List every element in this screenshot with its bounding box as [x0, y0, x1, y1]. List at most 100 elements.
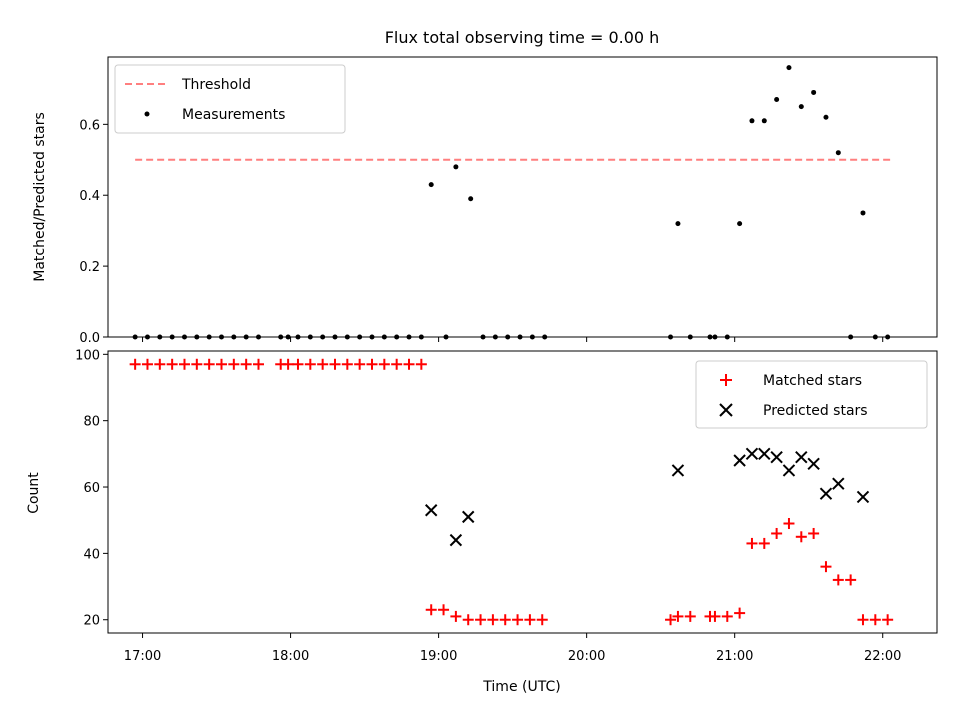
legend-matched-swatch — [720, 374, 732, 386]
count-panel: 20 40 60 80 100 17:00 18:00 19:00 20:00 21:00 22:… — [26, 348, 938, 695]
measurement-point — [181, 334, 187, 340]
matched-star-marker — [709, 610, 721, 622]
predicted-star-marker — [671, 464, 685, 477]
predicted-star-marker — [425, 504, 438, 517]
measurement-point — [675, 221, 681, 227]
matched-star-marker — [154, 358, 166, 370]
predicted-marker-stroke — [832, 477, 845, 490]
measurement-point — [835, 150, 841, 156]
matched-star-marker — [403, 358, 415, 370]
count-y-axis: 20 40 60 80 100 — [75, 348, 108, 629]
matched-star-marker — [832, 574, 844, 586]
measurement-point — [443, 334, 449, 340]
matched-star-marker — [178, 358, 190, 370]
ratio-y-tick-label: 0.6 — [79, 118, 100, 133]
count-x-tick-label: 22:00 — [864, 649, 901, 664]
measurement-point — [848, 334, 854, 340]
count-x-tick-label: 17:00 — [124, 649, 161, 664]
matched-star-marker — [253, 358, 265, 370]
measurement-point — [256, 334, 262, 340]
ratio-x-ticks — [142, 337, 884, 342]
matched-star-marker — [462, 614, 474, 626]
predicted-star-markers — [425, 447, 870, 547]
predicted-marker-stroke — [807, 457, 820, 471]
measurement-point — [505, 334, 511, 340]
measurement-point — [381, 334, 387, 340]
measurement-point — [144, 334, 150, 340]
legend-predicted-swatch — [719, 403, 733, 417]
count-x-tick-label: 19:00 — [420, 649, 457, 664]
count-x-tick-label: 21:00 — [716, 649, 753, 664]
count-x-tick-label: 20:00 — [568, 649, 605, 664]
matched-star-marker — [882, 614, 894, 626]
count-legend-box — [695, 360, 928, 429]
measurement-point — [132, 334, 138, 340]
measurement-point — [428, 182, 434, 188]
predicted-marker-stroke — [745, 447, 759, 461]
measurement-point — [687, 334, 693, 340]
matched-star-marker — [438, 604, 450, 616]
matched-star-marker — [721, 610, 733, 622]
predicted-star-marker — [819, 487, 833, 500]
matched-star-marker — [746, 537, 758, 549]
measurement-point — [285, 334, 291, 340]
predicted-marker-stroke — [733, 454, 746, 467]
matched-star-marker — [845, 574, 857, 586]
matched-star-marker — [524, 614, 536, 626]
legend-threshold-label: Threshold — [181, 77, 251, 93]
legend-measurements-label: Measurements — [182, 107, 285, 123]
predicted-star-marker — [832, 477, 845, 490]
predicted-marker-stroke — [782, 464, 796, 477]
matched-star-marker — [366, 358, 378, 370]
measurement-point — [206, 334, 212, 340]
matched-star-marker — [415, 358, 427, 370]
matched-star-marker — [857, 614, 869, 626]
measurement-point — [344, 334, 350, 340]
predicted-marker-stroke — [449, 533, 463, 547]
figure-title: Flux total observing time = 0.00 h — [385, 28, 660, 47]
matched-star-marker — [354, 358, 366, 370]
measurement-point — [517, 334, 523, 340]
measurement-point — [749, 118, 755, 124]
measurement-point — [231, 334, 237, 340]
matched-star-marker — [487, 614, 499, 626]
ratio-y-axis: 0.0 0.2 0.4 0.6 — [79, 118, 108, 346]
matched-star-marker — [240, 358, 252, 370]
predicted-star-marker — [770, 450, 783, 464]
matched-star-marker — [292, 358, 304, 370]
predicted-marker-stroke — [795, 450, 808, 464]
measurement-point — [798, 104, 804, 110]
measurement-point — [194, 334, 200, 340]
measurement-point — [394, 334, 400, 340]
matched-star-marker — [820, 561, 832, 573]
measurement-point — [885, 334, 891, 340]
predicted-star-marker — [449, 533, 463, 547]
count-plot-frame — [107, 350, 938, 634]
predicted-marker-stroke — [425, 504, 438, 517]
matched-star-marker — [475, 614, 487, 626]
count-y-tick-label: 20 — [83, 614, 100, 629]
predicted-star-marker — [462, 510, 475, 524]
measurement-point — [786, 65, 792, 71]
x-axis-label: Time (UTC) — [482, 679, 560, 695]
legend-predicted-label: Predicted stars — [763, 403, 868, 419]
matched-star-markers — [129, 358, 894, 626]
measurement-point — [860, 210, 866, 216]
matched-star-marker — [341, 358, 353, 370]
matched-star-marker — [166, 358, 178, 370]
ratio-y-axis-label: Matched/Predicted stars — [32, 112, 48, 282]
measurement-point — [707, 334, 713, 340]
measurement-point — [295, 334, 301, 340]
measurement-point — [774, 97, 780, 103]
measurement-point — [307, 334, 313, 340]
measurement-point — [737, 221, 743, 227]
predicted-marker-stroke — [758, 447, 771, 461]
matched-star-marker — [425, 604, 437, 616]
measurement-point — [169, 334, 175, 340]
predicted-star-marker — [733, 454, 746, 467]
matched-star-marker — [141, 358, 153, 370]
matched-star-marker — [391, 358, 403, 370]
measurement-point — [418, 334, 424, 340]
predicted-star-marker — [795, 450, 808, 464]
